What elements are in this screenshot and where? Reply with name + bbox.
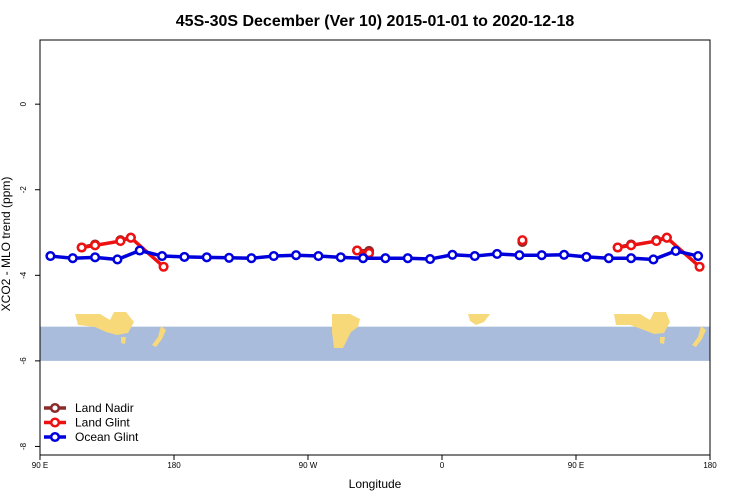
map-land (121, 337, 126, 344)
data-point (536, 250, 547, 261)
y-axis: 0 -2 -4 -6 -8 (19, 101, 40, 450)
data-point (651, 236, 662, 247)
y-tick-label: -6 (19, 357, 28, 365)
data-point (201, 252, 212, 263)
data-point (335, 252, 346, 263)
data-point (179, 251, 190, 262)
x-tick-label: 0 (440, 461, 445, 470)
map-land (75, 312, 134, 335)
legend-item: Land Nadir (44, 401, 134, 415)
data-point (291, 250, 302, 261)
data-point (469, 251, 480, 262)
legend-swatch-marker (49, 417, 61, 428)
x-tick-label: 90 W (299, 461, 318, 470)
map-ocean (40, 326, 710, 361)
world-map-band (40, 312, 710, 361)
data-point (76, 242, 87, 253)
data-point (224, 252, 235, 263)
data-point (246, 253, 257, 264)
x-tick-label: 90 E (32, 461, 48, 470)
data-point (694, 261, 705, 272)
legend-label: Land Glint (75, 416, 130, 430)
series-land-nadir (76, 232, 672, 256)
map-land (660, 337, 665, 344)
data-point (45, 251, 56, 262)
y-tick-label: -4 (19, 271, 28, 279)
map-land (332, 314, 360, 348)
x-tick-label: 90 E (568, 461, 584, 470)
data-point (447, 249, 458, 260)
data-point (112, 254, 123, 265)
map-land (614, 312, 670, 334)
y-tick-label: 0 (19, 101, 28, 106)
data-point (492, 248, 503, 259)
data-point (402, 253, 413, 264)
x-tick-label: 180 (703, 461, 717, 470)
y-tick-label: -8 (19, 442, 28, 450)
data-point (125, 232, 136, 243)
data-point (626, 253, 637, 264)
data-point (626, 240, 637, 251)
chart-title: 45S-30S December (Ver 10) 2015-01-01 to … (176, 13, 575, 30)
map-land (692, 326, 706, 347)
legend-label: Ocean Glint (75, 430, 139, 444)
series-land-glint (76, 232, 705, 272)
legend-swatch-marker (49, 402, 61, 414)
data-point (648, 254, 659, 265)
y-axis-label: XCO2 - MLO trend (ppm) (0, 177, 13, 312)
legend-swatch-marker (49, 431, 61, 443)
data-point (352, 245, 363, 256)
data-point (517, 235, 528, 246)
data-point (115, 236, 126, 247)
data-point (612, 242, 623, 253)
data-point (67, 253, 78, 264)
series-ocean-glint (45, 245, 704, 265)
data-point (603, 253, 614, 264)
data-point (158, 261, 169, 272)
data-point (268, 251, 279, 262)
data-point (90, 240, 101, 251)
map-land (152, 326, 166, 347)
x-tick-label: 180 (167, 461, 181, 470)
legend-item: Ocean Glint (44, 430, 139, 444)
data-point (670, 245, 681, 256)
data-point (581, 251, 592, 262)
data-point (157, 251, 168, 262)
plot-frame (39, 39, 711, 456)
legend-item: Land Glint (44, 416, 130, 430)
data-point (90, 252, 101, 263)
x-axis-label: Longitude (349, 477, 402, 491)
data-point (380, 253, 391, 264)
data-point (514, 250, 525, 261)
series-layer (45, 232, 705, 272)
data-point (134, 245, 145, 256)
y-tick-label: -2 (19, 186, 28, 194)
data-point (693, 251, 704, 262)
series-line (50, 248, 699, 262)
legend-label: Land Nadir (75, 401, 134, 415)
data-point (425, 254, 436, 265)
x-axis: 90 E 180 90 W 0 90 E 180 (32, 455, 717, 470)
data-point (358, 253, 369, 264)
data-point (313, 251, 324, 262)
data-point (661, 232, 672, 243)
data-point (559, 249, 570, 260)
map-land (468, 314, 490, 325)
